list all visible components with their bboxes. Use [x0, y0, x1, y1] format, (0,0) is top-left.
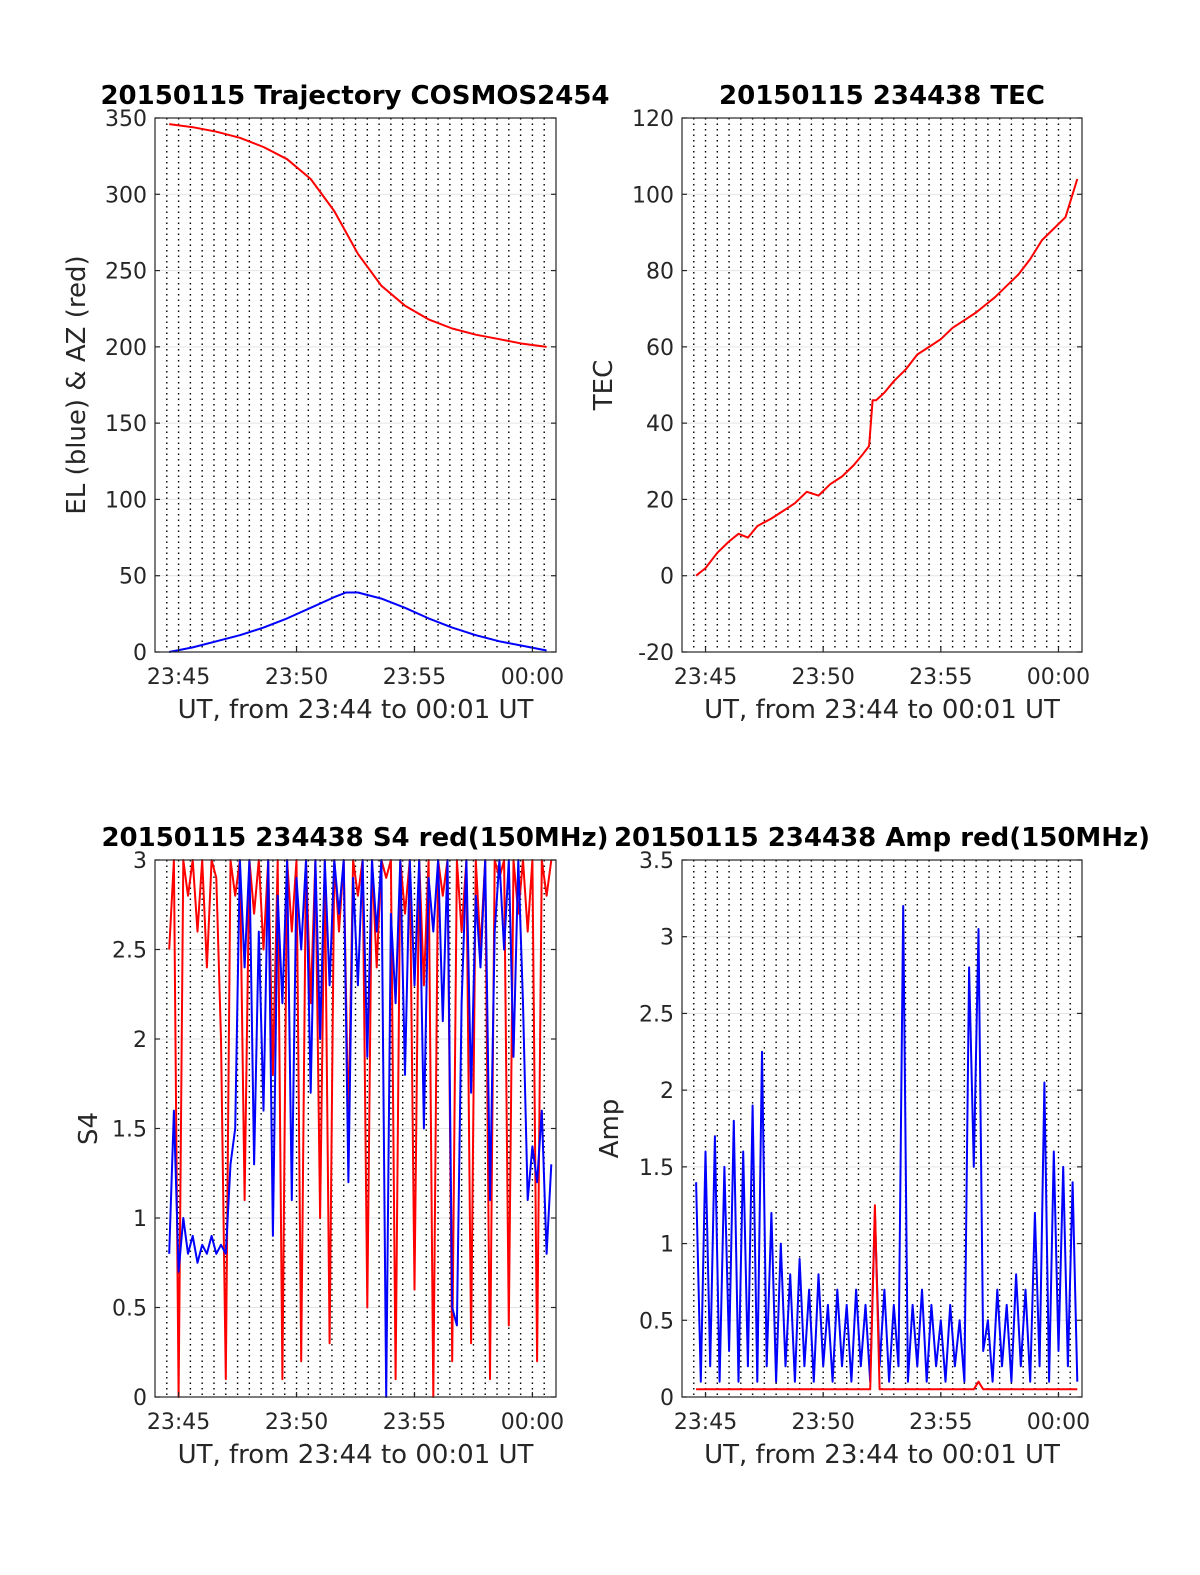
panel-trajectory: 0 50 100 150 200 250 300 350 23:45 23:50 23:55 00:0…	[62, 81, 610, 725]
y-axis-label: S4	[74, 1112, 104, 1145]
y-tick-label: 1	[133, 1207, 147, 1232]
y-tick-label: 150	[105, 412, 147, 437]
x-tick-label: 23:45	[147, 665, 210, 690]
x-tick-label: 00:00	[1027, 1410, 1090, 1435]
y-tick-label: 0.5	[639, 1309, 674, 1334]
y-tick-label: 0.5	[112, 1297, 147, 1322]
x-axis-label: UT, from 23:44 to 00:01 UT	[178, 695, 534, 725]
series-line-1	[696, 1204, 1078, 1391]
series-line-0	[168, 859, 553, 1398]
x-tick-label: 00:00	[501, 665, 564, 690]
chart-title: 20150115 Trajectory COSMOS2454	[100, 81, 609, 111]
x-tick-label: 23:45	[674, 665, 737, 690]
series-line-1	[168, 859, 553, 1398]
y-tick-label: 2.5	[639, 1002, 674, 1027]
x-tick-label: 23:55	[383, 1410, 446, 1435]
y-tick-label: 1.5	[112, 1118, 147, 1143]
y-tick-label: 1	[660, 1233, 674, 1258]
x-tick-label: 23:50	[265, 1410, 328, 1435]
series-line-0	[169, 123, 547, 348]
y-tick-label: 3	[660, 926, 674, 951]
y-tick-label: 0	[660, 565, 674, 590]
panel-s4: 0 0.5 1 1.5 2 2.5 3 23:45 23:50 23:55 00:00 2015011…	[74, 823, 609, 1470]
x-tick-label: 23:45	[147, 1410, 210, 1435]
chart-title: 20150115 234438 S4 red(150MHz)	[101, 823, 608, 853]
y-tick-label: 200	[105, 336, 147, 361]
x-axis-label: UT, from 23:44 to 00:01 UT	[704, 1440, 1060, 1470]
y-tick-label: 0	[133, 641, 147, 666]
x-axis-label: UT, from 23:44 to 00:01 UT	[178, 1440, 534, 1470]
y-tick-label: 0	[133, 1386, 147, 1411]
axes-box	[154, 117, 557, 653]
y-tick-label: 3.5	[639, 849, 674, 874]
y-tick-label: 0	[660, 1386, 674, 1411]
y-tick-label: 2	[133, 1028, 147, 1053]
y-tick-label: 20	[646, 488, 674, 513]
axes-box	[681, 117, 1083, 653]
x-tick-label: 23:55	[909, 1410, 972, 1435]
y-axis-label: Amp	[595, 1099, 625, 1159]
y-tick-label: 100	[105, 488, 147, 513]
y-tick-label: 1.5	[639, 1156, 674, 1181]
series-line-0	[695, 905, 1079, 1383]
y-tick-label: 350	[105, 107, 147, 132]
x-tick-label: 23:55	[383, 665, 446, 690]
series-line-1	[169, 591, 547, 653]
y-tick-label: 100	[632, 183, 674, 208]
x-tick-label: 23:45	[674, 1410, 737, 1435]
y-tick-label: -20	[638, 641, 674, 666]
series-line-0	[695, 178, 1079, 577]
panel-amp: 0 0.5 1 1.5 2 2.5 3 3.5 23:45 23:50 23:55 00:00 2015…	[595, 823, 1150, 1470]
y-tick-label: 3	[133, 849, 147, 874]
chart-title: 20150115 234438 TEC	[719, 81, 1045, 111]
y-axis-label: EL (blue) & AZ (red)	[62, 255, 92, 514]
x-tick-label: 23:50	[791, 1410, 854, 1435]
y-tick-label: 250	[105, 260, 147, 285]
x-tick-label: 23:55	[909, 665, 972, 690]
y-tick-label: 2.5	[112, 939, 147, 964]
x-tick-label: 00:00	[1027, 665, 1090, 690]
x-axis-label: UT, from 23:44 to 00:01 UT	[704, 695, 1060, 725]
y-tick-label: 50	[119, 565, 147, 590]
x-tick-label: 00:00	[501, 1410, 564, 1435]
panel-tec: -20 0 20 40 60 80 100 120 23:45 23:50 23:55 00:00 20…	[589, 81, 1090, 725]
y-tick-label: 120	[632, 107, 674, 132]
y-tick-label: 300	[105, 183, 147, 208]
y-axis-label: TEC	[589, 360, 619, 411]
x-tick-label: 23:50	[265, 665, 328, 690]
y-tick-label: 60	[646, 336, 674, 361]
axes-box	[681, 859, 1083, 1398]
y-tick-label: 2	[660, 1079, 674, 1104]
chart-title: 20150115 234438 Amp red(150MHz)	[614, 823, 1150, 853]
y-tick-label: 80	[646, 260, 674, 285]
y-tick-label: 40	[646, 412, 674, 437]
x-tick-label: 23:50	[791, 665, 854, 690]
